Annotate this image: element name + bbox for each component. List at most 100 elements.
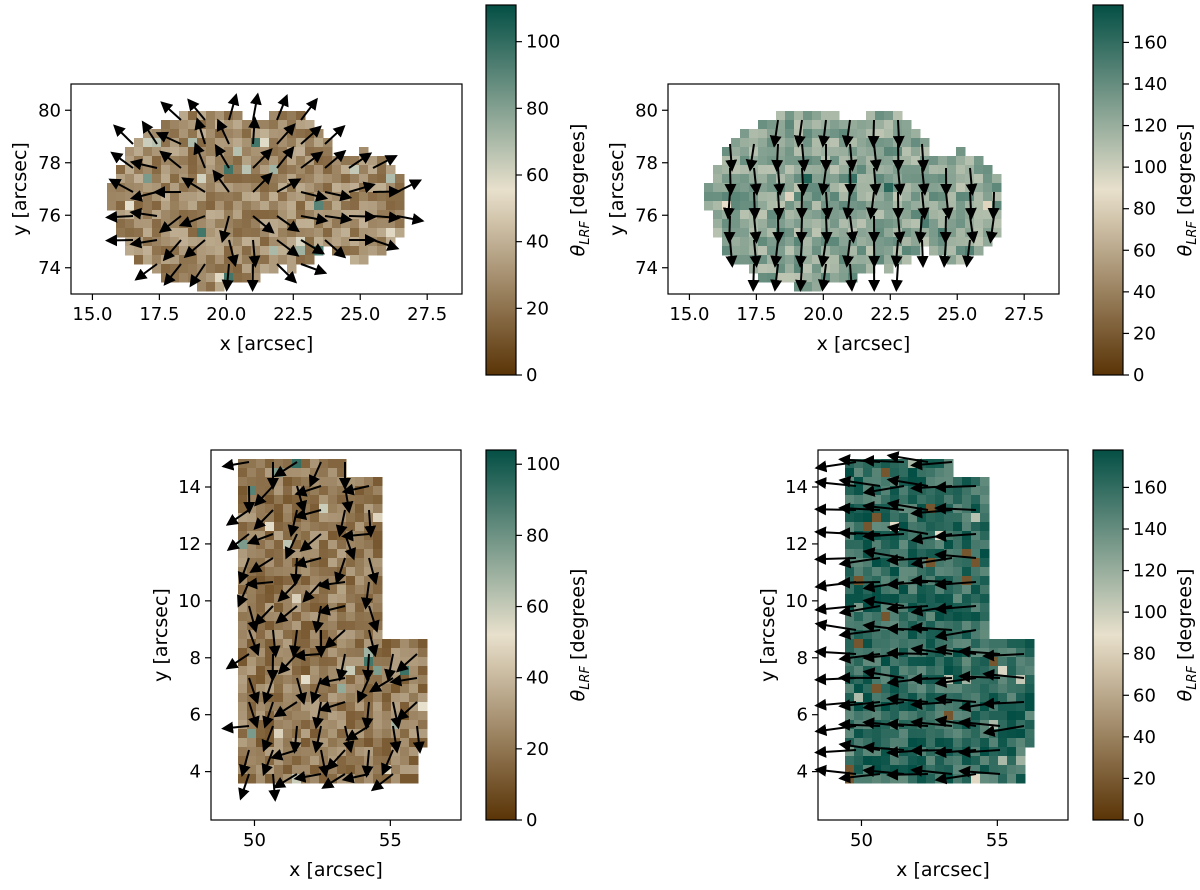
heatmap-cell	[256, 693, 266, 703]
heatmap-cell	[287, 138, 297, 148]
heatmap-cell	[256, 468, 266, 478]
heatmap-cell	[287, 192, 297, 202]
heatmap-cell	[917, 468, 927, 478]
heatmap-cell	[274, 738, 284, 748]
vector-arrow	[225, 653, 250, 670]
heatmap-cell	[944, 549, 954, 559]
heatmap-cell	[238, 531, 248, 541]
vector-arrow	[820, 215, 833, 244]
heatmap-cell	[908, 522, 918, 532]
heatmap-cell	[152, 264, 162, 274]
heatmap-cell	[884, 111, 894, 121]
heatmap-cell	[301, 630, 311, 640]
heatmap-cell	[373, 549, 383, 559]
heatmap-cell	[328, 513, 338, 523]
heatmap-cell	[962, 513, 972, 523]
heatmap-cell	[902, 237, 912, 247]
heatmap-cell	[386, 192, 396, 202]
heatmap-cell	[233, 219, 243, 229]
vector-arrow	[982, 649, 1025, 662]
heatmap-cell	[1007, 666, 1017, 676]
heatmap-pixels	[704, 111, 1002, 292]
heatmap-cell	[161, 264, 171, 274]
heatmap-cell	[310, 549, 320, 559]
heatmap-cell	[935, 711, 945, 721]
heatmap-cell	[1007, 684, 1017, 694]
heatmap-cell	[929, 210, 939, 220]
vector-arrow	[372, 239, 400, 251]
vector-arrow	[396, 653, 418, 673]
heatmap-cell	[713, 219, 723, 229]
heatmap-cell	[794, 147, 804, 157]
x-tick-label: 25.0	[937, 304, 977, 325]
heatmap-cell	[983, 201, 993, 211]
vector-arrow	[317, 675, 346, 687]
heatmap-cell	[866, 246, 876, 256]
heatmap-cell	[962, 576, 972, 586]
heatmap-cell	[845, 729, 855, 739]
vector-arrow	[396, 213, 425, 225]
heatmap-cell	[1016, 648, 1026, 658]
heatmap-cell	[854, 513, 864, 523]
heatmap-cell	[749, 246, 759, 256]
heatmap-cell	[758, 246, 768, 256]
heatmap-cell	[161, 120, 171, 130]
heatmap-cell	[301, 495, 311, 505]
heatmap-cell	[292, 594, 302, 604]
vector-arrow	[892, 119, 905, 148]
heatmap-cell	[854, 612, 864, 622]
heatmap-cell	[256, 576, 266, 586]
heatmap-cell	[364, 549, 374, 559]
heatmap-cell	[902, 165, 912, 175]
heatmap-cell	[274, 675, 284, 685]
heatmap-cell	[278, 192, 288, 202]
heatmap-cell	[971, 684, 981, 694]
heatmap-cell	[908, 513, 918, 523]
heatmap-cell	[998, 747, 1008, 757]
heatmap-cell	[1016, 693, 1026, 703]
heatmap-cell	[287, 264, 297, 274]
heatmap-cell	[233, 111, 243, 121]
heatmap-cell	[269, 237, 279, 247]
heatmap-cell	[256, 720, 266, 730]
vector-arrow	[814, 552, 857, 565]
vector-arrow	[227, 93, 240, 121]
heatmap-cell	[238, 720, 248, 730]
heatmap-cell	[713, 210, 723, 220]
heatmap-cell	[863, 666, 873, 676]
heatmap-cell	[373, 702, 383, 712]
heatmap-cell	[125, 147, 135, 157]
heatmap-cell	[188, 210, 198, 220]
heatmap-cell	[301, 468, 311, 478]
heatmap-cell	[803, 273, 813, 283]
heatmap-cell	[305, 183, 315, 193]
heatmap-cell	[409, 720, 419, 730]
heatmap-cell	[776, 129, 786, 139]
y-tick-label: 78	[38, 153, 61, 174]
heatmap-cell	[215, 201, 225, 211]
heatmap-cell	[265, 567, 275, 577]
heatmap-cell	[328, 684, 338, 694]
heatmap-cell	[794, 273, 804, 283]
heatmap-cell	[980, 621, 990, 631]
heatmap-cell	[899, 729, 909, 739]
heatmap-cell	[409, 747, 419, 757]
heatmap-cell	[881, 666, 891, 676]
heatmap-cell	[301, 684, 311, 694]
heatmap-cell	[328, 594, 338, 604]
heatmap-cell	[938, 219, 948, 229]
colorbar-tick-label: 160	[1133, 32, 1167, 53]
heatmap-cell	[1007, 747, 1017, 757]
heatmap-cell	[956, 246, 966, 256]
heatmap-cell	[971, 729, 981, 739]
vector-arrow	[262, 677, 274, 705]
heatmap-cell	[731, 228, 741, 238]
vector-arrow	[384, 653, 396, 682]
heatmap-cell	[917, 612, 927, 622]
vector-arrow	[273, 461, 298, 478]
vector-arrow	[225, 509, 250, 526]
heatmap-cell	[944, 459, 954, 469]
heatmap-cell	[418, 657, 428, 667]
x-tick-label: 20.0	[803, 304, 843, 325]
heatmap-cell	[830, 255, 840, 265]
